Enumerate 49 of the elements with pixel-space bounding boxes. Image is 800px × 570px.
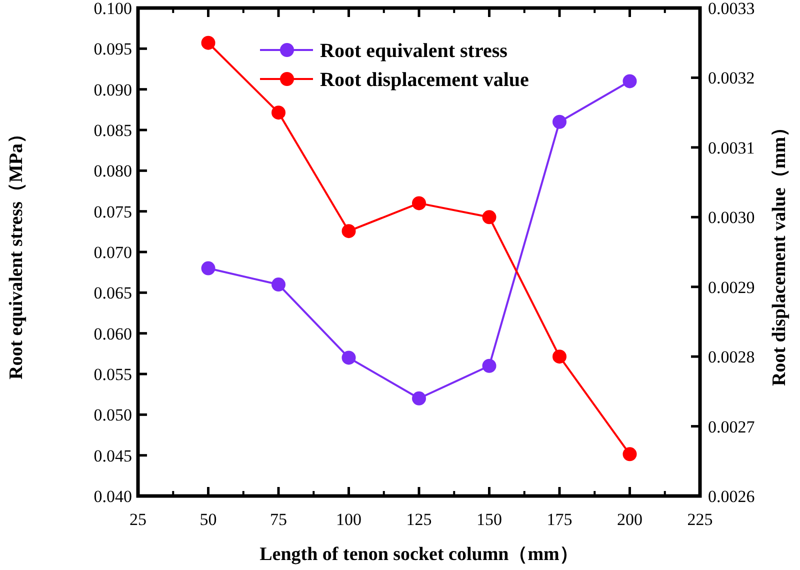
point xyxy=(482,210,496,224)
y2-tick-label: 0.0028 xyxy=(708,348,755,367)
x-tick-label: 100 xyxy=(336,510,362,529)
point xyxy=(201,36,216,50)
y-tick-label: 0.100 xyxy=(94,0,132,18)
y-tick-label: 0.040 xyxy=(94,487,132,506)
x-tick-label: 50 xyxy=(200,510,217,529)
legend-label: Root displacement value xyxy=(320,69,529,91)
y2-tick-label: 0.0026 xyxy=(708,487,755,506)
point xyxy=(552,350,566,364)
y2-tick-label: 0.0031 xyxy=(708,138,755,158)
x-tick-label: 175 xyxy=(546,510,572,529)
x-tick-label: 125 xyxy=(406,510,432,529)
y2-tick-label: 0.0030 xyxy=(708,208,755,228)
y-tick-label: 0.055 xyxy=(94,365,132,384)
x-tick-label: 200 xyxy=(617,510,642,529)
legend-label: Root equivalent stress xyxy=(320,40,508,62)
y-tick-label: 0.045 xyxy=(94,446,132,466)
point xyxy=(201,261,216,276)
point xyxy=(412,391,426,406)
point xyxy=(272,278,286,292)
y-tick-label: 0.065 xyxy=(94,284,132,303)
y-tick-label: 0.050 xyxy=(94,406,132,425)
y-tick-label: 0.075 xyxy=(94,202,132,222)
y-tick-label: 0.085 xyxy=(94,121,132,140)
point xyxy=(412,196,426,210)
point xyxy=(272,106,286,120)
point xyxy=(552,114,566,129)
y-axis-title: Root equivalent stress（MPa） xyxy=(6,124,27,380)
y-tick-label: 0.060 xyxy=(94,324,132,344)
y2-tick-label: 0.0029 xyxy=(708,278,755,297)
y2-tick-label: 0.0027 xyxy=(708,417,756,436)
y2-axis-title: Root displacement value（mm） xyxy=(769,118,790,386)
y-tick-label: 0.080 xyxy=(94,162,132,181)
y-tick-label: 0.070 xyxy=(94,243,132,262)
point xyxy=(482,358,496,373)
y2-tick-label: 0.0032 xyxy=(708,68,755,88)
y-tick-label: 0.095 xyxy=(94,40,132,59)
x-axis-title: Length of tenon socket column（mm） xyxy=(260,544,578,565)
x-tick-label: 75 xyxy=(270,510,287,529)
point xyxy=(342,350,356,365)
point xyxy=(622,74,637,88)
y2-tick-label: 0.0033 xyxy=(708,0,755,18)
point xyxy=(342,224,356,238)
point xyxy=(622,447,637,462)
x-tick-label: 225 xyxy=(687,510,713,529)
x-tick-label: 25 xyxy=(130,510,146,529)
x-tick-label: 150 xyxy=(476,510,502,529)
y-tick-label: 0.090 xyxy=(94,80,132,100)
